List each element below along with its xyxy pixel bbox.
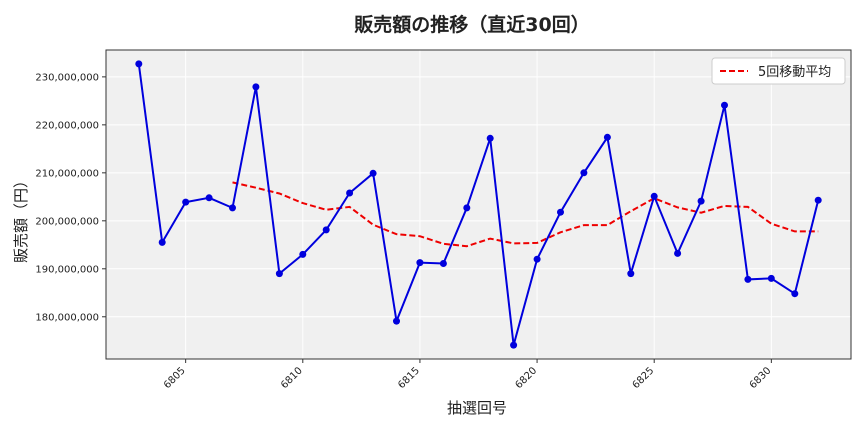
data-point-sales bbox=[158, 238, 166, 246]
y-axis-ticks: 180,000,000 190,000,000 200,000,000 210,000… bbox=[35, 72, 106, 323]
data-point-sales bbox=[252, 83, 260, 91]
data-point-sales bbox=[557, 208, 564, 216]
x-tick-label: 6805 bbox=[162, 365, 188, 391]
data-point-sales bbox=[229, 204, 236, 212]
data-point-sales bbox=[533, 255, 541, 263]
data-point-sales bbox=[674, 249, 682, 257]
data-point-sales bbox=[814, 196, 822, 204]
data-point-sales bbox=[346, 189, 354, 197]
legend: 5回移動平均 bbox=[711, 57, 846, 85]
data-point-sales bbox=[744, 275, 752, 283]
data-point-sales bbox=[767, 274, 775, 282]
data-point-sales bbox=[627, 270, 635, 278]
data-point-sales bbox=[791, 290, 799, 298]
x-tick-label: 6820 bbox=[513, 365, 539, 391]
data-point-sales bbox=[721, 101, 728, 109]
y-tick-label: 220,000,000 bbox=[35, 120, 99, 131]
data-point-sales bbox=[182, 198, 190, 206]
y-tick-label: 200,000,000 bbox=[35, 216, 99, 227]
data-point-sales bbox=[416, 259, 424, 267]
series-line-moving-average bbox=[232, 181, 819, 248]
data-point-sales bbox=[322, 226, 330, 234]
y-tick-label: 180,000,000 bbox=[35, 312, 99, 323]
series-layer bbox=[135, 60, 822, 349]
grid bbox=[105, 49, 852, 360]
data-point-sales bbox=[205, 194, 213, 202]
data-point-sales bbox=[697, 197, 705, 205]
y-tick-label: 190,000,000 bbox=[35, 264, 99, 275]
data-point-sales bbox=[463, 204, 471, 212]
data-point-sales bbox=[603, 133, 611, 141]
x-axis-title: 抽選回号 bbox=[447, 399, 507, 417]
data-point-sales bbox=[135, 60, 143, 68]
data-point-sales bbox=[439, 260, 447, 267]
plot-area bbox=[105, 49, 852, 360]
plot-frame bbox=[105, 49, 852, 360]
x-axis-ticks: 6805 6810 6815 6820 6825 6830 bbox=[162, 359, 773, 391]
y-tick-label: 230,000,000 bbox=[35, 72, 99, 83]
series-line-sales bbox=[137, 63, 820, 346]
y-axis-title: 販売額（円） bbox=[12, 173, 30, 263]
x-tick-label: 6830 bbox=[748, 365, 774, 391]
data-point-sales bbox=[580, 169, 588, 177]
legend-box bbox=[711, 57, 846, 85]
data-point-sales bbox=[650, 192, 658, 200]
data-point-sales bbox=[275, 270, 283, 278]
chart-title: 販売額の推移（直近30回） bbox=[354, 13, 589, 36]
legend-label-moving-average: 5回移動平均 bbox=[758, 65, 831, 80]
x-tick-label: 6810 bbox=[279, 365, 305, 391]
x-tick-label: 6815 bbox=[396, 365, 422, 391]
data-point-sales bbox=[369, 169, 377, 177]
y-tick-label: 210,000,000 bbox=[35, 168, 99, 179]
data-point-sales bbox=[299, 250, 307, 258]
x-tick-label: 6825 bbox=[631, 365, 657, 391]
data-point-sales bbox=[510, 341, 518, 349]
data-point-sales bbox=[486, 134, 494, 142]
data-point-sales bbox=[393, 317, 400, 325]
